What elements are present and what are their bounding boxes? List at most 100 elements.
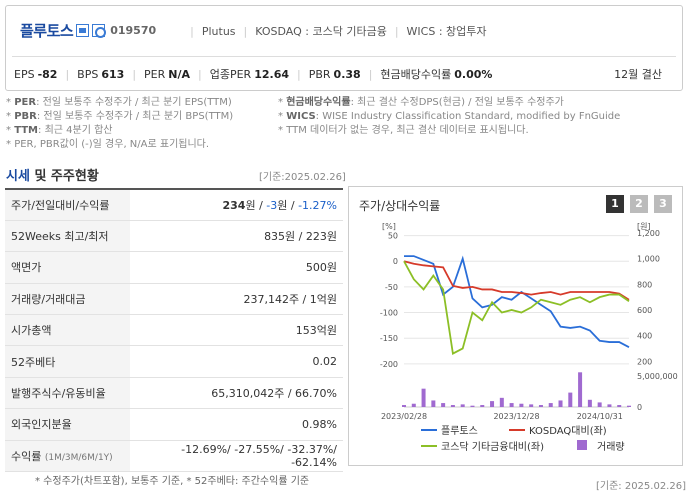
volume-bar (490, 401, 495, 407)
divider: | (198, 67, 202, 81)
home-icon[interactable] (76, 24, 90, 37)
row-label: 수익률 (1M/3M/6M/1Y) (5, 440, 130, 473)
per-label: PER (144, 67, 166, 81)
price-chart: [%] [원] 50 0 -50 -100 -150 -200 1,200 1,000 800 600… (380, 222, 678, 453)
volume-bar (548, 403, 553, 407)
pbr-label: PBR (308, 67, 331, 81)
table-row: 시가총액 153억원 (5, 314, 343, 347)
row-value: 65,310,042주 / 66.70% (130, 377, 343, 410)
legend-label: KOSDAQ대비(좌) (529, 425, 607, 437)
volume-bar (421, 388, 426, 407)
volume-bar (441, 403, 446, 407)
legend-label: 거래량 (597, 441, 625, 453)
volume-bar (480, 405, 485, 407)
dividend-label: 현금배당수익률 (380, 68, 452, 81)
divider: | (132, 67, 137, 81)
x-tick-label: 2023/12/28 (493, 412, 539, 421)
chart-base-date: [기준: 2025.02.26] (595, 481, 686, 492)
stats-row: EPS -82 | BPS 613 | PER N/A | 업종PER 12.64 | … (14, 66, 674, 82)
table-row: 발행주식수/유동비율 65,310,042주 / 66.70% (5, 377, 343, 410)
volume-bar (450, 405, 455, 407)
volume-bar (499, 397, 504, 407)
volume-bar (509, 403, 514, 407)
row-value: 835원 / 223원 (130, 220, 343, 253)
right-tick-label: 1,000 (637, 255, 660, 264)
row-value: 153억원 (130, 314, 343, 347)
volume-bar (431, 400, 436, 407)
note-pbr: * PBR: 전일 보통주 수정주가 / 최근 분기 BPS(TTM) (6, 111, 234, 122)
legend-swatch (577, 440, 587, 450)
left-axis-unit: [%] (382, 222, 396, 231)
price-chart-panel: 주가/상대수익률 1 2 3 [%] [원] 50 0 -50 -100 -150 -200 1… (348, 186, 683, 466)
header-divider (12, 56, 676, 57)
left-tick-label: 50 (388, 232, 398, 241)
row-value: 500원 (130, 251, 343, 284)
left-tick-label: -50 (385, 283, 398, 292)
divider: | (368, 67, 373, 81)
price-change-value: 234원 / -3원 / -1.27% (130, 189, 343, 221)
sector-per-value: 12.64 (254, 67, 289, 81)
returns-value: -12.69%/ -27.55%/ -32.37%/ -62.14% (130, 440, 343, 473)
x-tick-label: 2023/02/28 (381, 412, 427, 421)
right-tick-label: 200 (637, 357, 652, 366)
eps-label: EPS (14, 67, 35, 81)
per-value: N/A (168, 67, 191, 81)
volume-bar (627, 405, 631, 407)
stock-code: 019570 (110, 24, 157, 37)
note-ttm: * TTM: 최근 4분기 합산 (6, 125, 113, 136)
volume-bar (529, 404, 534, 407)
row-label: 거래량/거래대금 (5, 283, 130, 316)
note-per: * PER: 전일 보통주 수정주가 / 최근 분기 EPS(TTM) (6, 97, 232, 108)
legend-label: 코스닥 기타금융대비(좌) (441, 441, 544, 453)
title-row: 플루토스 019570 | Plutus | KOSDAQ : 코스닥 기타금융 | WI… (20, 20, 487, 41)
row-value: 0.02 (130, 345, 343, 378)
volume-bar (587, 399, 592, 407)
volume-bar (402, 405, 406, 407)
row-label: 액면가 (5, 251, 130, 284)
volume-bar (519, 403, 524, 407)
section-title: 시세 및 주주현황 (6, 169, 99, 184)
volume-bar (568, 392, 573, 407)
volume-tick-label: 5,000,000 (637, 372, 678, 381)
volume-bar (460, 404, 465, 407)
row-label: 외국인지분율 (5, 408, 130, 441)
right-tick-label: 400 (637, 332, 652, 341)
volume-zero-label: 0 (637, 403, 642, 412)
chart-title: 주가/상대수익률 (359, 199, 441, 213)
row-value: 0.98% (130, 408, 343, 441)
legend-label: 플루토스 (441, 425, 478, 437)
meta-info: | Plutus | KOSDAQ : 코스닥 기타금융 | WICS : 창업투자 (182, 23, 486, 39)
company-info-icon[interactable] (92, 24, 107, 38)
chart-tab-3[interactable]: 3 (654, 195, 672, 213)
volume-bar (617, 405, 622, 407)
note-dividend: * 현금배당수익률: 최근 결산 수정DPS(현금) / 전일 보통주 수정주가 (278, 97, 564, 108)
right-tick-label: 1,200 (637, 229, 660, 238)
table-row: 주가/전일대비/수익률 234원 / -3원 / -1.27% (5, 189, 343, 221)
table-row: 액면가 500원 (5, 251, 343, 284)
divider: | (394, 24, 399, 38)
notes-right: * 현금배당수익률: 최근 결산 수정DPS(현금) / 전일 보통주 수정주가… (278, 96, 620, 138)
volume-bar (538, 405, 543, 407)
stock-header-panel: 플루토스 019570 | Plutus | KOSDAQ : 코스닥 기타금융 | WI… (5, 5, 683, 91)
chart-tab-1[interactable]: 1 (606, 195, 624, 213)
right-tick-label: 800 (637, 280, 652, 289)
table-row: 거래량/거래대금 237,142주 / 1억원 (5, 283, 343, 316)
eng-name: Plutus (201, 24, 236, 38)
market-label: KOSDAQ : 코스닥 기타금융 (255, 24, 387, 38)
table-row: 52주베타 0.02 (5, 345, 343, 378)
sector-per-label: 업종PER (209, 68, 252, 81)
divider: | (65, 67, 70, 81)
volume-bar (558, 400, 563, 407)
row-label: 52주베타 (5, 345, 130, 378)
left-tick-label: -200 (380, 360, 398, 369)
bps-label: BPS (77, 67, 99, 81)
left-tick-label: -100 (380, 309, 398, 318)
volume-bar (597, 402, 602, 407)
chart-tabs: 1 2 3 (606, 195, 672, 213)
row-label: 52Weeks 최고/최저 (5, 220, 130, 253)
base-date: [기준:2025.02.26] (259, 172, 346, 183)
row-label: 시가총액 (5, 314, 130, 347)
table-row: 수익률 (1M/3M/6M/1Y) -12.69%/ -27.55%/ -32.… (5, 440, 343, 473)
note-negative: * PER, PBR값이 (-)일 경우, N/A로 표기됩니다. (6, 139, 210, 150)
chart-tab-2[interactable]: 2 (630, 195, 648, 213)
